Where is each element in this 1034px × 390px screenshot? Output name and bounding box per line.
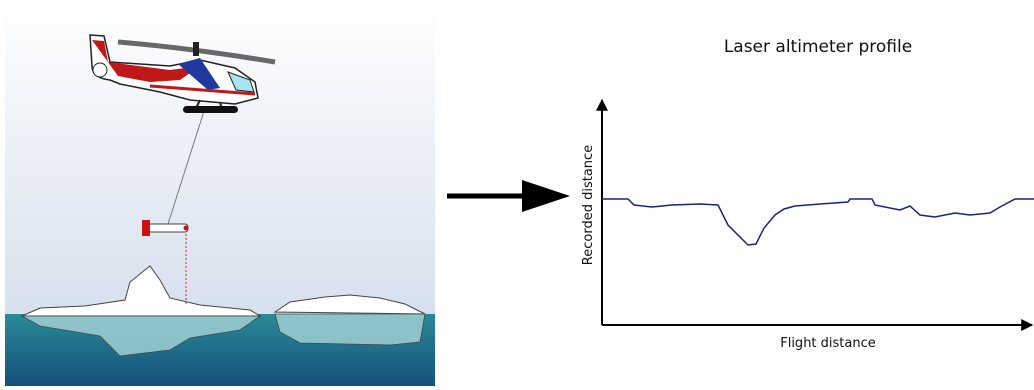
illustration [5,0,435,386]
profile-plot: Laser altimeter profile Flight distance … [581,37,1034,351]
plot-title: Laser altimeter profile [724,37,912,57]
profile-line [602,199,1034,245]
x-axis-label: Flight distance [780,336,876,351]
arrow [447,180,570,212]
figure: Laser altimeter profile Flight distance … [0,0,1034,386]
page: Laser altimeter profile Flight distance … [0,0,1034,386]
y-axis-label: Recorded distance [581,145,596,265]
iceberg-underwater [275,314,425,345]
sky [5,0,435,314]
